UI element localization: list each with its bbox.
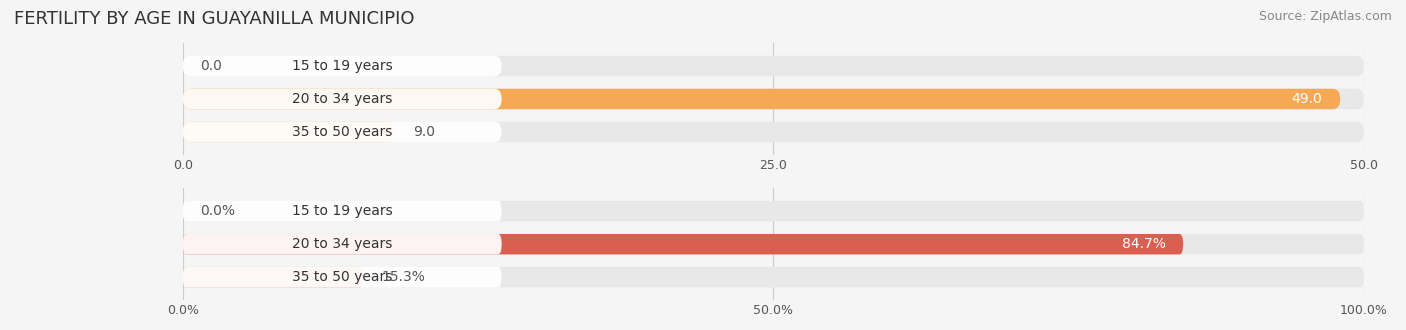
Text: 84.7%: 84.7%: [1122, 237, 1166, 251]
FancyBboxPatch shape: [183, 267, 502, 287]
Text: 35 to 50 years: 35 to 50 years: [292, 270, 392, 284]
Text: 9.0: 9.0: [413, 125, 434, 139]
FancyBboxPatch shape: [183, 234, 502, 254]
FancyBboxPatch shape: [183, 56, 502, 76]
Text: 0.0: 0.0: [201, 59, 222, 73]
FancyBboxPatch shape: [183, 56, 1364, 76]
FancyBboxPatch shape: [183, 201, 502, 221]
FancyBboxPatch shape: [183, 234, 1182, 254]
Text: Source: ZipAtlas.com: Source: ZipAtlas.com: [1258, 10, 1392, 23]
Text: 0.0%: 0.0%: [201, 204, 235, 218]
FancyBboxPatch shape: [183, 89, 502, 109]
Text: 20 to 34 years: 20 to 34 years: [292, 92, 392, 106]
FancyBboxPatch shape: [183, 89, 1340, 109]
Text: 15 to 19 years: 15 to 19 years: [292, 59, 392, 73]
Text: 35 to 50 years: 35 to 50 years: [292, 125, 392, 139]
FancyBboxPatch shape: [183, 267, 1364, 287]
Text: FERTILITY BY AGE IN GUAYANILLA MUNICIPIO: FERTILITY BY AGE IN GUAYANILLA MUNICIPIO: [14, 10, 415, 28]
Text: 15.3%: 15.3%: [381, 270, 425, 284]
FancyBboxPatch shape: [183, 267, 364, 287]
FancyBboxPatch shape: [183, 89, 1364, 109]
FancyBboxPatch shape: [183, 122, 1364, 142]
Text: 49.0: 49.0: [1292, 92, 1323, 106]
FancyBboxPatch shape: [183, 122, 395, 142]
Text: 15 to 19 years: 15 to 19 years: [292, 204, 392, 218]
FancyBboxPatch shape: [183, 234, 1364, 254]
Text: 20 to 34 years: 20 to 34 years: [292, 237, 392, 251]
FancyBboxPatch shape: [183, 122, 502, 142]
FancyBboxPatch shape: [183, 201, 1364, 221]
